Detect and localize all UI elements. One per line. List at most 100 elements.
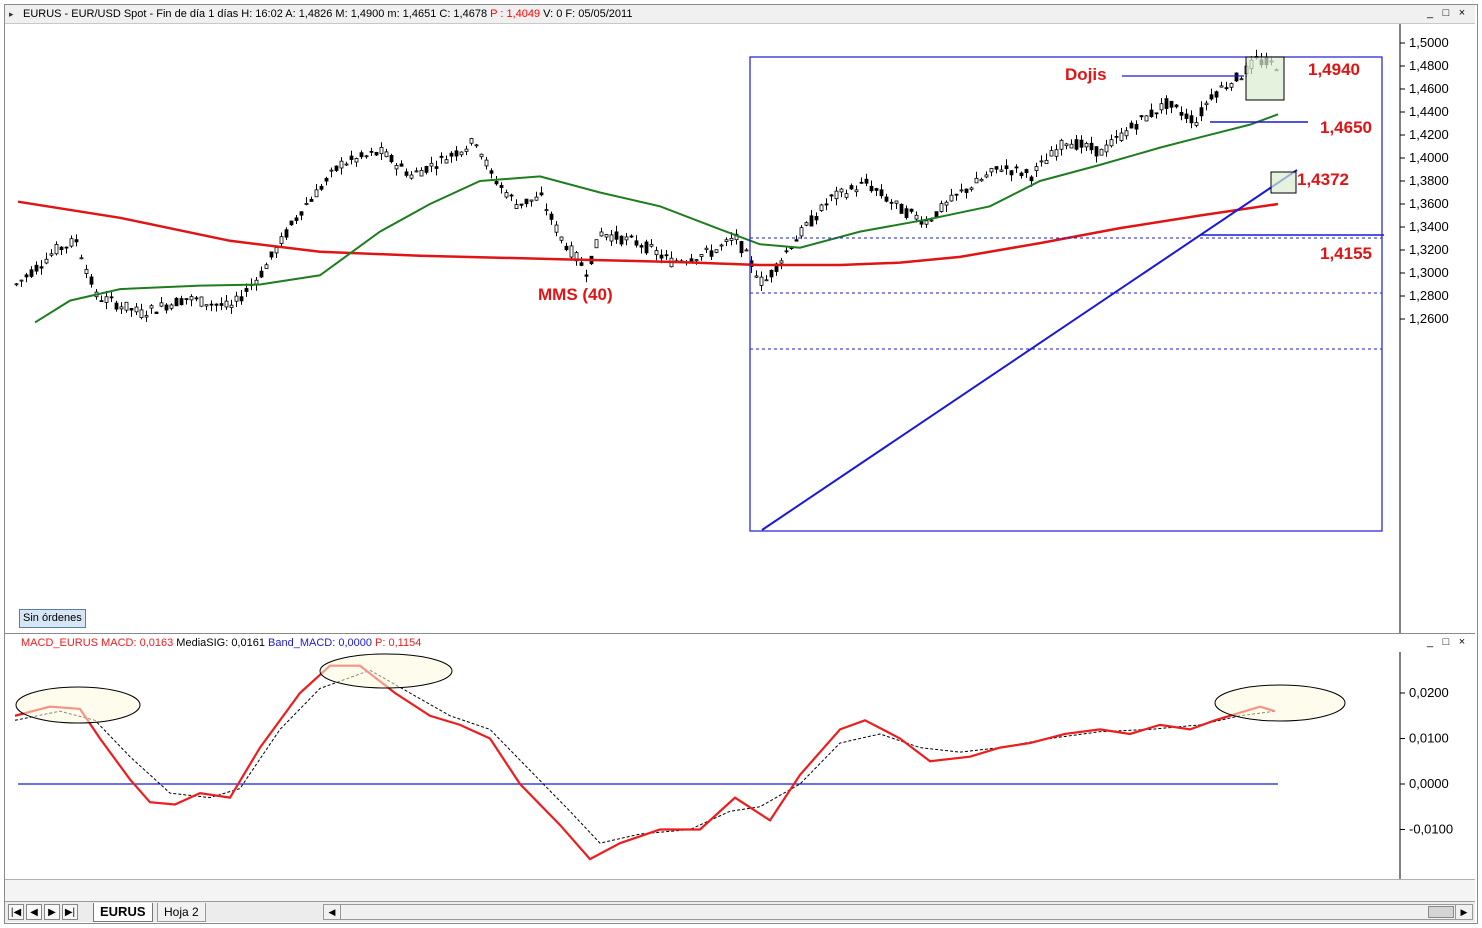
macd-maximize-icon[interactable]: □: [1442, 636, 1450, 648]
analysis-box: [749, 56, 1383, 532]
candle-body: [1004, 165, 1009, 170]
orders-badge[interactable]: Sin órdenes: [19, 609, 86, 628]
candle-body: [624, 236, 629, 241]
candle-body: [639, 245, 644, 248]
candle-body: [854, 189, 859, 193]
candle-body: [254, 279, 259, 285]
candle-body: [189, 296, 194, 301]
last-sheet-icon[interactable]: ▶|: [62, 904, 78, 920]
price-tick-label: 1,4400: [1409, 104, 1449, 119]
first-sheet-icon[interactable]: |◀: [8, 904, 24, 920]
candle-body: [89, 276, 94, 285]
candle-body: [1189, 115, 1194, 124]
candle-body: [359, 152, 364, 158]
candle-body: [259, 270, 264, 278]
candle-body: [569, 245, 574, 258]
candle-body: [769, 269, 774, 278]
candle-body: [534, 196, 539, 201]
prev-sheet-icon[interactable]: ◀: [26, 904, 42, 920]
candle-body: [434, 166, 439, 169]
candle-body: [469, 138, 474, 144]
candle-body: [714, 249, 719, 253]
candle-body: [244, 288, 249, 292]
level-14372-box: [1270, 171, 1297, 194]
price-tick-label: 1,5000: [1409, 35, 1449, 50]
minimize-icon[interactable]: _: [1426, 7, 1434, 19]
candle-body: [304, 202, 309, 205]
next-sheet-icon[interactable]: ▶: [44, 904, 60, 920]
candle-body: [284, 229, 289, 238]
scroll-right-icon[interactable]: ▶: [1455, 905, 1472, 919]
candle-body: [999, 169, 1004, 172]
candle-body: [1154, 112, 1159, 115]
candle-body: [629, 235, 634, 238]
candle-body: [54, 244, 59, 255]
candle-body: [1039, 160, 1044, 163]
sma40-label: MMS (40): [538, 285, 613, 304]
candle-body: [1119, 132, 1124, 141]
macd-highlight-ellipse: [1214, 684, 1346, 722]
candle-body: [164, 304, 169, 311]
candle-body: [899, 203, 904, 214]
candle-body: [814, 216, 819, 221]
candle-body: [129, 308, 134, 311]
price-tick-label: 1,4000: [1409, 150, 1449, 165]
candle-body: [159, 302, 164, 307]
candle-body: [954, 193, 959, 196]
candle-body: [1129, 122, 1134, 129]
tab-eurus[interactable]: EURUS: [93, 903, 153, 922]
candle-body: [134, 306, 139, 313]
candle-body: [664, 254, 669, 257]
menu-arrow-icon[interactable]: ▸: [9, 9, 14, 19]
candle-body: [1049, 150, 1054, 157]
candle-body: [184, 298, 189, 300]
candle-body: [549, 213, 554, 220]
candle-body: [29, 269, 34, 277]
candle-body: [49, 253, 54, 256]
candle-body: [519, 203, 524, 206]
chart-window: [4, 4, 1478, 924]
scroll-left-icon[interactable]: ◀: [324, 905, 341, 919]
level-14650-label: 1,4650: [1320, 118, 1372, 137]
candle-body: [1074, 139, 1079, 150]
macd-close-icon[interactable]: ×: [1458, 636, 1466, 648]
candle-body: [14, 283, 19, 286]
candle-body: [1084, 142, 1089, 148]
tab-hoja-2[interactable]: Hoja 2: [157, 903, 206, 922]
candle-body: [564, 245, 569, 251]
candle-body: [509, 194, 514, 197]
candle-body: [34, 264, 39, 272]
macd-tick-label: 0,0200: [1409, 685, 1449, 700]
candle-body: [514, 204, 519, 209]
candle-body: [539, 192, 544, 196]
candle-body: [579, 262, 584, 266]
candle-body: [74, 239, 79, 243]
candle-body: [729, 237, 734, 241]
candle-body: [649, 244, 654, 247]
macd-minimize-icon[interactable]: _: [1426, 636, 1434, 648]
candle-body: [324, 177, 329, 182]
candle-body: [689, 258, 694, 262]
candle-body: [619, 235, 624, 245]
candle-body: [1014, 166, 1019, 169]
price-tick-label: 1,2800: [1409, 288, 1449, 303]
scrollbar-thumb[interactable]: [1428, 906, 1454, 918]
x-axis: [5, 879, 1475, 902]
close-icon[interactable]: ×: [1458, 7, 1466, 19]
candle-body: [1124, 130, 1129, 137]
candle-body: [979, 178, 984, 182]
candle-body: [314, 189, 319, 198]
candle-body: [269, 251, 274, 258]
macd-band-value: Band_MACD: 0,0000: [268, 637, 372, 649]
candle-body: [79, 257, 84, 260]
candle-body: [869, 185, 874, 192]
candle-body: [609, 234, 614, 242]
candle-body: [964, 188, 969, 193]
candle-body: [904, 208, 909, 218]
candle-body: [1054, 149, 1059, 157]
maximize-icon[interactable]: □: [1442, 7, 1450, 19]
candle-body: [389, 155, 394, 163]
candle-body: [444, 159, 449, 164]
candle-body: [464, 148, 469, 152]
horizontal-scrollbar[interactable]: ◀ ▶: [323, 904, 1473, 920]
